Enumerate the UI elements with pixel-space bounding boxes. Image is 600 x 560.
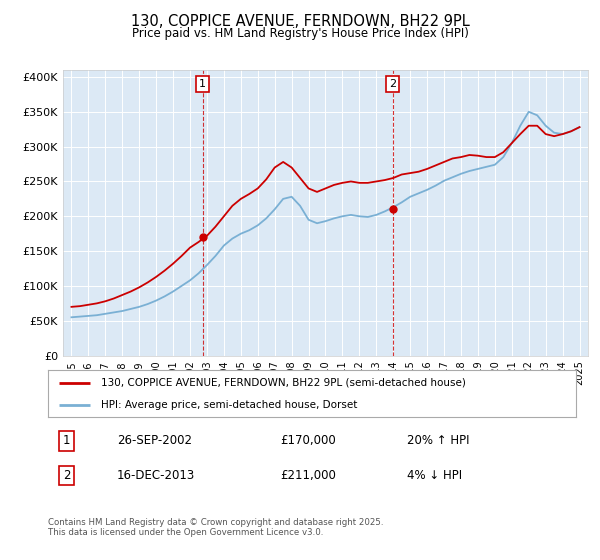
Text: £211,000: £211,000 — [280, 469, 336, 482]
Text: 1: 1 — [199, 79, 206, 89]
Text: 20% ↑ HPI: 20% ↑ HPI — [407, 434, 470, 447]
Text: 26-SEP-2002: 26-SEP-2002 — [116, 434, 191, 447]
Text: Contains HM Land Registry data © Crown copyright and database right 2025.
This d: Contains HM Land Registry data © Crown c… — [48, 518, 383, 538]
Text: 130, COPPICE AVENUE, FERNDOWN, BH22 9PL (semi-detached house): 130, COPPICE AVENUE, FERNDOWN, BH22 9PL … — [101, 378, 466, 388]
Text: 1: 1 — [63, 434, 70, 447]
Text: Price paid vs. HM Land Registry's House Price Index (HPI): Price paid vs. HM Land Registry's House … — [131, 27, 469, 40]
Text: £170,000: £170,000 — [280, 434, 336, 447]
Text: 16-DEC-2013: 16-DEC-2013 — [116, 469, 195, 482]
Text: HPI: Average price, semi-detached house, Dorset: HPI: Average price, semi-detached house,… — [101, 400, 357, 410]
Text: 2: 2 — [389, 79, 396, 89]
Text: 2: 2 — [63, 469, 70, 482]
Text: 4% ↓ HPI: 4% ↓ HPI — [407, 469, 462, 482]
Text: 130, COPPICE AVENUE, FERNDOWN, BH22 9PL: 130, COPPICE AVENUE, FERNDOWN, BH22 9PL — [131, 14, 469, 29]
